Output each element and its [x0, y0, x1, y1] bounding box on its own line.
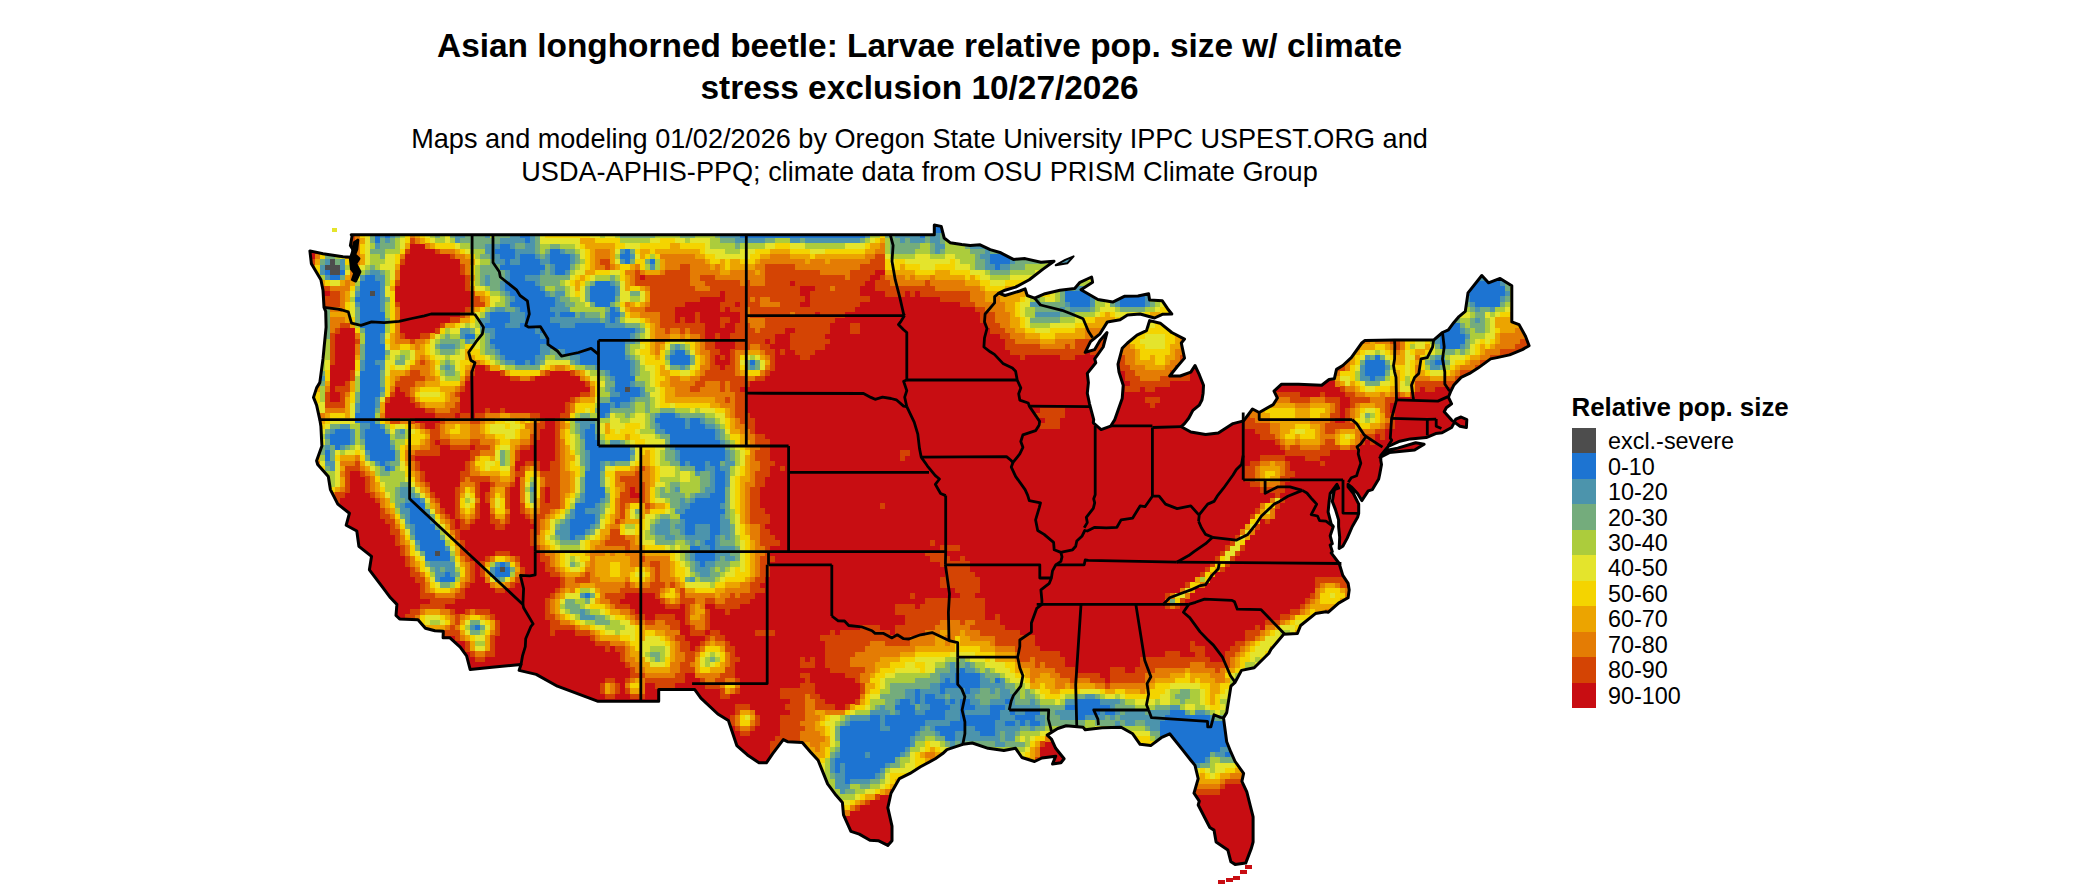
- svg-text:Relative pop. size: Relative pop. size: [1572, 393, 1789, 421]
- svg-text:10-20: 10-20: [1608, 479, 1668, 505]
- svg-text:stress exclusion 10/27/2026: stress exclusion 10/27/2026: [700, 69, 1138, 106]
- svg-text:60-70: 60-70: [1608, 606, 1668, 632]
- svg-text:90-100: 90-100: [1608, 683, 1681, 709]
- svg-text:excl.-severe: excl.-severe: [1608, 428, 1734, 454]
- svg-text:50-60: 50-60: [1608, 581, 1668, 607]
- svg-text:0-10: 0-10: [1608, 454, 1655, 480]
- svg-text:40-50: 40-50: [1608, 555, 1668, 581]
- svg-text:Maps and modeling 01/02/2026 b: Maps and modeling 01/02/2026 by Oregon S…: [411, 123, 1428, 154]
- svg-text:80-90: 80-90: [1608, 657, 1668, 683]
- svg-text:USDA-APHIS-PPQ; climate data f: USDA-APHIS-PPQ; climate data from OSU PR…: [521, 156, 1317, 187]
- svg-text:30-40: 30-40: [1608, 530, 1668, 556]
- svg-text:70-80: 70-80: [1608, 632, 1668, 658]
- svg-text:20-30: 20-30: [1608, 505, 1668, 531]
- svg-text:Asian longhorned beetle: Larva: Asian longhorned beetle: Larvae relative…: [437, 27, 1402, 64]
